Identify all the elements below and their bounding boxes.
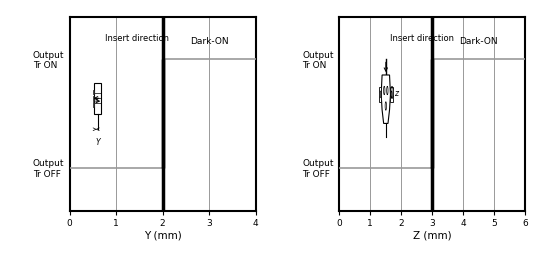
Circle shape xyxy=(384,87,385,96)
Text: Output
Tr ON: Output Tr ON xyxy=(302,51,334,70)
Polygon shape xyxy=(390,87,393,103)
X-axis label: Z (mm): Z (mm) xyxy=(413,229,452,240)
Bar xyxy=(93,97,94,101)
Bar xyxy=(93,90,94,95)
Text: Insert direction: Insert direction xyxy=(105,34,168,43)
Bar xyxy=(94,83,101,114)
Circle shape xyxy=(385,102,386,111)
Polygon shape xyxy=(379,87,381,103)
Text: Insert direction: Insert direction xyxy=(390,34,455,43)
Text: Dark-ON: Dark-ON xyxy=(459,37,498,46)
Bar xyxy=(93,103,94,107)
Circle shape xyxy=(386,87,388,96)
Circle shape xyxy=(391,91,392,99)
Polygon shape xyxy=(381,76,390,124)
X-axis label: Y (mm): Y (mm) xyxy=(144,229,182,240)
Text: Dark-ON: Dark-ON xyxy=(190,37,228,46)
Text: Output
Tr OFF: Output Tr OFF xyxy=(33,159,64,178)
Text: Output
Tr ON: Output Tr ON xyxy=(33,51,64,70)
Circle shape xyxy=(379,91,381,99)
Text: Output
Tr OFF: Output Tr OFF xyxy=(302,159,334,178)
Text: z: z xyxy=(393,89,398,98)
Text: Y: Y xyxy=(95,137,100,146)
